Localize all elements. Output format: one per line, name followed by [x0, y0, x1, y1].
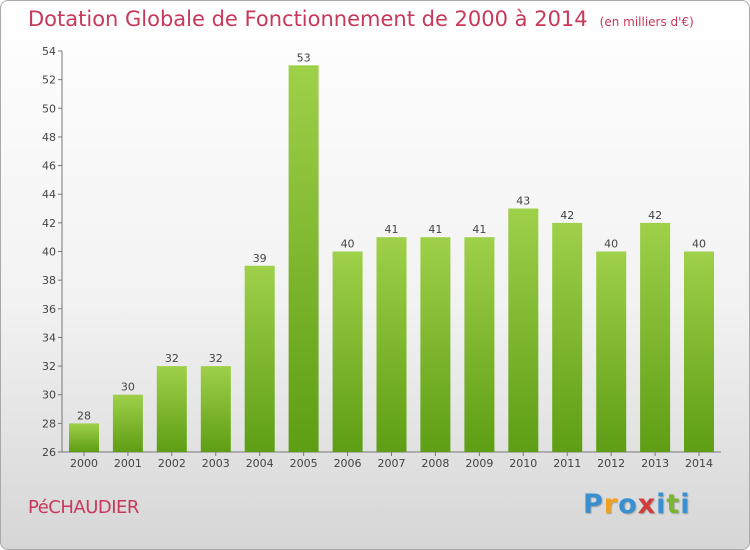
x-tick-label: 2001	[114, 457, 142, 470]
y-tick-label: 32	[42, 360, 56, 373]
logo-letter: r	[603, 489, 619, 520]
y-tick-label: 52	[42, 74, 56, 87]
value-label: 32	[165, 352, 179, 365]
logo-letter: i	[680, 489, 691, 520]
y-tick-label: 50	[42, 102, 56, 115]
value-label: 53	[297, 51, 311, 64]
value-label: 41	[428, 223, 442, 236]
bar	[508, 208, 539, 452]
y-tick-label: 28	[42, 417, 56, 430]
y-tick-label: 36	[42, 303, 56, 316]
value-label: 30	[121, 381, 135, 394]
bar	[684, 251, 714, 452]
y-tick-label: 30	[42, 389, 56, 402]
bar	[112, 394, 143, 452]
x-tick-label: 2000	[70, 457, 98, 470]
x-tick-label: 2002	[158, 457, 186, 470]
axes: 26 28 30 32 34 36 38 40 42 44 46 48 50 52 54 2000 2001 20…	[42, 45, 721, 470]
y-tick-label: 46	[42, 160, 56, 173]
y-tick-label: 34	[42, 331, 56, 344]
value-label: 40	[692, 238, 706, 251]
x-tick-label: 2007	[378, 457, 406, 470]
x-tick-label: 2003	[202, 457, 230, 470]
y-tick-label: 26	[42, 446, 56, 459]
bar	[420, 237, 451, 452]
bar	[244, 265, 275, 452]
logo-letter: P	[583, 489, 604, 520]
bar	[332, 251, 363, 452]
commune-name: PéCHAUDIER	[28, 497, 139, 518]
value-label: 40	[604, 238, 618, 251]
y-tick-label: 44	[42, 188, 56, 201]
bar	[464, 237, 495, 452]
value-label: 42	[560, 209, 574, 222]
value-label: 39	[253, 252, 267, 265]
logo-letter: i	[656, 489, 667, 520]
value-label: 42	[648, 209, 662, 222]
bar	[640, 222, 671, 452]
value-label: 41	[385, 223, 399, 236]
bar	[69, 423, 99, 452]
x-tick-label: 2011	[553, 457, 581, 470]
y-tick-label: 42	[42, 217, 56, 230]
bars	[69, 65, 714, 453]
bar	[156, 366, 187, 452]
x-tick-label: 2012	[597, 457, 625, 470]
value-label: 28	[77, 409, 91, 422]
x-tick-label: 2009	[465, 457, 493, 470]
bar	[376, 237, 407, 452]
logo-letter: x	[637, 489, 657, 520]
value-label: 41	[472, 223, 486, 236]
x-tick-label: 2010	[509, 457, 537, 470]
x-tick-label: 2014	[685, 457, 713, 470]
chart-title: Dotation Globale de Fonctionnement de 20…	[28, 7, 694, 31]
y-tick-label: 54	[42, 45, 56, 58]
proxiti-logo[interactable]: Proxiti	[583, 489, 691, 520]
chart-title-unit: (en milliers d'€)	[599, 15, 694, 29]
logo-letter: o	[618, 489, 638, 520]
bar	[288, 65, 319, 453]
x-tick-label: 2008	[421, 457, 449, 470]
value-label: 32	[209, 352, 223, 365]
value-labels: 28 30 32 32 39 53 40 41 41 41 43 42 40 42 40	[77, 51, 706, 422]
y-tick-label: 38	[42, 274, 56, 287]
value-label: 43	[516, 195, 530, 208]
x-tick-label: 2005	[290, 457, 318, 470]
y-tick-label: 40	[42, 246, 56, 259]
x-tick-label: 2004	[246, 457, 274, 470]
bar	[200, 366, 231, 452]
x-tick-label: 2006	[334, 457, 362, 470]
chart-title-main: Dotation Globale de Fonctionnement de 20…	[28, 7, 588, 31]
value-label: 40	[341, 238, 355, 251]
bar	[552, 222, 583, 452]
y-tick-label: 48	[42, 131, 56, 144]
bar	[596, 251, 627, 452]
logo-letter: t	[666, 489, 681, 520]
x-tick-label: 2013	[641, 457, 669, 470]
